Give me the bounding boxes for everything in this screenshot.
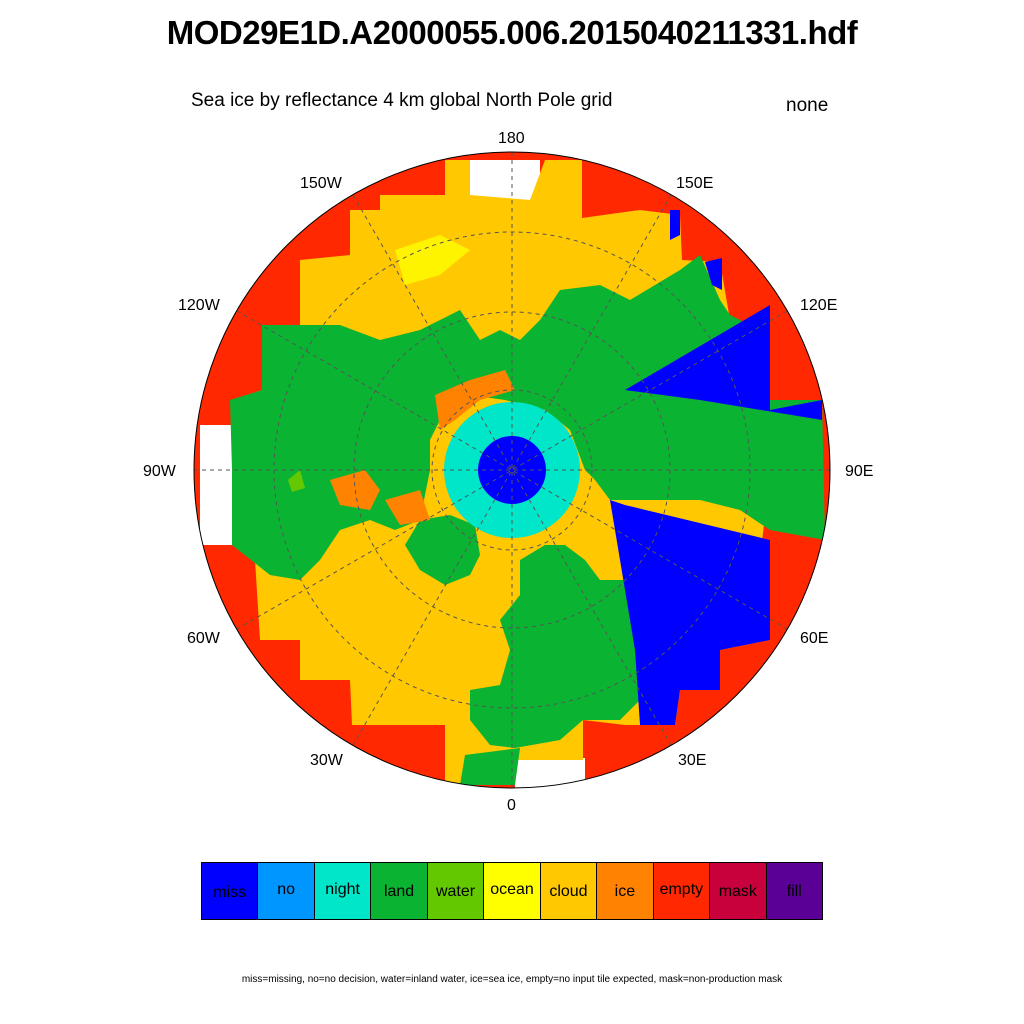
legend-label: ocean <box>490 881 534 898</box>
legend-cell-ice: ice <box>597 863 654 919</box>
sea-ice-patch <box>385 490 430 525</box>
missing-swath <box>610 500 770 725</box>
map-title: MOD29E1D.A2000055.006.2015040211331.hdf <box>166 14 858 51</box>
lon-label-30w: 30W <box>310 752 343 769</box>
units-label: none <box>786 95 829 116</box>
legend-label: empty <box>659 881 704 898</box>
pole-hole <box>478 436 546 504</box>
lon-label-90w: 90W <box>143 463 176 480</box>
lon-label-180: 180 <box>498 130 525 147</box>
lon-label-150e: 150E <box>676 175 714 192</box>
legend-label: ice <box>614 883 636 900</box>
legend-label: fill <box>786 883 802 900</box>
color-legend: miss no night land water ocean cloud ice… <box>201 862 823 920</box>
legend-cell-fill: fill <box>766 863 822 919</box>
inland-water-patch <box>288 470 305 492</box>
legend-label: land <box>383 883 415 900</box>
lon-label-120w: 120W <box>178 297 220 314</box>
no-data-gap <box>515 758 585 788</box>
north-africa-land <box>460 748 520 785</box>
missing-swath <box>705 258 722 290</box>
land-region <box>230 255 825 580</box>
legend-label: cloud <box>549 883 588 900</box>
lon-label-60w: 60W <box>187 630 220 647</box>
legend-footnote: miss=missing, no=no decision, water=inla… <box>241 974 783 985</box>
lon-label-0: 0 <box>507 797 516 814</box>
missing-swath <box>625 305 822 420</box>
legend-cell-mask: mask <box>710 863 767 919</box>
ocean-patch <box>395 235 470 285</box>
lon-label-90e: 90E <box>845 463 874 480</box>
legend-cell-water: water <box>427 863 485 919</box>
no-data-gap <box>470 160 540 200</box>
legend-cell-ocean: ocean <box>484 863 541 919</box>
legend-cell-miss: miss <box>202 863 259 919</box>
legend-cell-land: land <box>371 863 428 919</box>
lon-label-30e: 30E <box>678 752 707 769</box>
legend-cell-cloud: cloud <box>540 863 598 919</box>
legend-cell-night: night <box>314 863 372 919</box>
legend-label: night <box>325 881 360 898</box>
greenland <box>405 515 480 585</box>
lon-label-150w: 150W <box>300 175 342 192</box>
legend-label: water <box>435 883 476 900</box>
lon-label-60e: 60E <box>800 630 829 647</box>
legend-label: no <box>277 881 296 898</box>
graticule <box>194 152 830 788</box>
legend-cell-no: no <box>258 863 315 919</box>
legend-label: miss <box>213 884 247 901</box>
legend-cell-empty: empty <box>653 863 711 919</box>
missing-swath <box>670 210 680 240</box>
sea-ice-patch <box>330 470 380 510</box>
sea-ice-patch <box>435 370 515 430</box>
lon-label-120e: 120E <box>800 297 838 314</box>
map-subtitle: Sea ice by reflectance 4 km global North… <box>191 90 613 111</box>
map-boundary <box>193 151 831 789</box>
legend-label: mask <box>718 883 757 900</box>
